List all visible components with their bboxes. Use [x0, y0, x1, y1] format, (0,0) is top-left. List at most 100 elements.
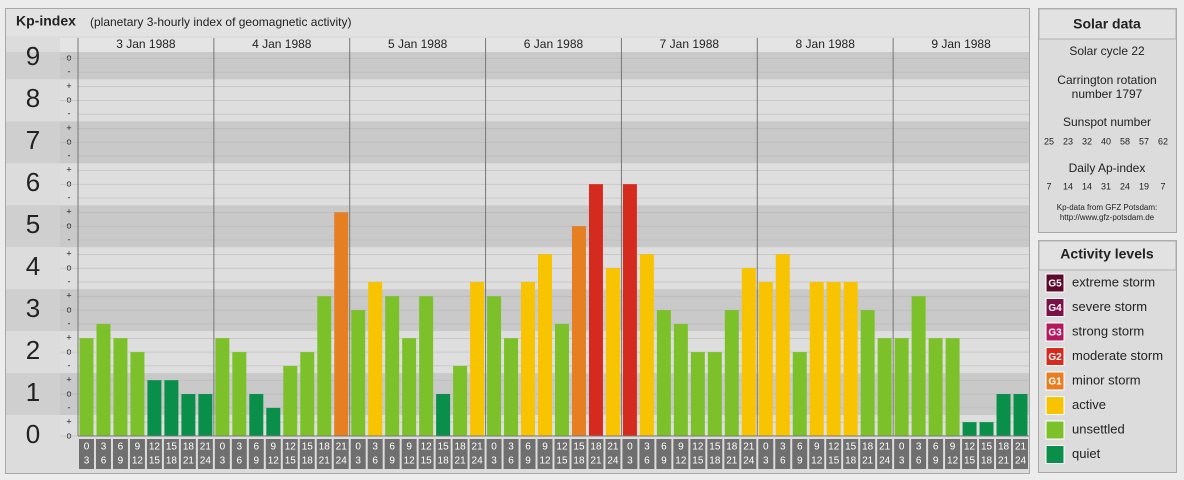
hour-cell — [146, 439, 162, 469]
hour-label: 9 — [797, 456, 803, 467]
hour-label: 12 — [811, 456, 823, 467]
legend-swatch — [1045, 371, 1065, 391]
legend-swatch — [1045, 298, 1065, 317]
y-minor-label: + — [66, 81, 71, 91]
hour-label: 12 — [964, 442, 976, 453]
legend-title: Activity levels — [1060, 246, 1154, 262]
hour-label: 21 — [336, 442, 348, 453]
hour-label: 3 — [627, 456, 633, 467]
bar — [453, 365, 468, 436]
bar — [215, 338, 230, 436]
bar — [487, 296, 502, 436]
bar — [979, 422, 994, 436]
hour-cell — [945, 439, 961, 469]
solar-cycle: Solar cycle 22 — [1069, 44, 1145, 58]
chart-title: Kp-index — [16, 13, 76, 29]
bar — [436, 394, 451, 436]
label-band — [6, 52, 60, 80]
y-minor-label: o — [66, 304, 71, 314]
hour-cell — [469, 439, 485, 469]
legend-label: strong storm — [1072, 323, 1144, 338]
sunspot-value: 57 — [1139, 136, 1149, 146]
carrington: number 1797 — [1072, 87, 1143, 101]
hour-label: 9 — [950, 442, 956, 453]
bar — [521, 281, 536, 436]
y-minor-label: + — [66, 333, 71, 343]
y-minor-label: - — [68, 67, 71, 77]
legend-label: moderate storm — [1072, 348, 1163, 363]
hour-label: 18 — [438, 456, 450, 467]
hour-cell — [316, 439, 332, 469]
bar — [79, 338, 94, 436]
y-minor-label: o — [66, 179, 71, 189]
bar — [877, 338, 892, 436]
hour-cell — [180, 439, 196, 469]
hour-cell — [452, 439, 468, 469]
bar — [555, 323, 569, 436]
legend-swatch — [1045, 445, 1065, 464]
hour-label: 9 — [118, 456, 124, 467]
day-label: 9 Jan 1988 — [931, 37, 991, 51]
y-minor-label: - — [68, 150, 71, 160]
hour-cell — [333, 439, 349, 469]
hour-label: 6 — [237, 456, 243, 467]
hour-cell — [265, 439, 281, 469]
y-minor-label: - — [68, 108, 71, 118]
bar — [707, 352, 722, 436]
hour-label: 15 — [149, 456, 161, 467]
bar — [317, 296, 332, 436]
hour-cell — [894, 439, 910, 469]
hour-label: 9 — [135, 442, 141, 453]
y-minor-label: o — [66, 346, 71, 356]
ap-value: 14 — [1063, 181, 1073, 191]
hour-label: 9 — [271, 442, 277, 453]
hour-label: 18 — [709, 456, 721, 467]
hour-cell — [1013, 439, 1028, 469]
day-label: 3 Jan 1988 — [116, 37, 176, 51]
bar — [130, 352, 145, 436]
hour-label: 21 — [607, 442, 619, 453]
legend-swatch — [1045, 273, 1065, 293]
bar — [164, 380, 179, 436]
hour-cell — [605, 439, 621, 469]
hour-label: 18 — [302, 456, 314, 467]
hour-label: 6 — [916, 456, 922, 467]
hour-label: 3 — [899, 456, 905, 467]
ap-value: 19 — [1139, 181, 1149, 191]
y-tick-label: 2 — [26, 335, 40, 365]
hour-label: 15 — [421, 456, 433, 467]
hour-label: 15 — [302, 442, 314, 453]
hour-label: 15 — [556, 456, 568, 467]
hour-label: 6 — [254, 442, 260, 453]
sunspot-value: 62 — [1158, 136, 1168, 146]
y-tick-label: 4 — [26, 251, 40, 281]
label-band — [6, 205, 60, 248]
hour-cell — [996, 439, 1012, 469]
y-minor-label: - — [68, 318, 71, 328]
hour-label: 21 — [183, 456, 195, 467]
legend-swatch — [1045, 322, 1065, 342]
hour-label: 15 — [166, 442, 178, 453]
hour-cell — [571, 439, 587, 469]
y-tick-label: 7 — [26, 125, 40, 155]
legend-badge: G1 — [1048, 377, 1062, 388]
sunspot-value: 40 — [1101, 136, 1111, 146]
bar — [605, 268, 620, 436]
day-label: 5 Jan 1988 — [388, 37, 448, 51]
hour-label: 12 — [132, 456, 144, 467]
hour-label: 9 — [525, 456, 531, 467]
label-band — [6, 373, 60, 416]
y-minor-label: - — [68, 276, 71, 286]
y-minor-label: + — [66, 165, 71, 175]
bar — [504, 338, 519, 436]
solar-header — [1038, 8, 1177, 40]
y-minor-label: o — [66, 53, 71, 63]
hour-label: 15 — [845, 442, 857, 453]
hour-label: 6 — [797, 442, 803, 453]
hour-label: 3 — [508, 442, 514, 453]
hour-label: 3 — [101, 442, 107, 453]
hour-cell — [826, 439, 842, 469]
bar — [266, 407, 281, 436]
y-minor-label: o — [66, 388, 71, 398]
legend-label: minor storm — [1072, 372, 1141, 387]
